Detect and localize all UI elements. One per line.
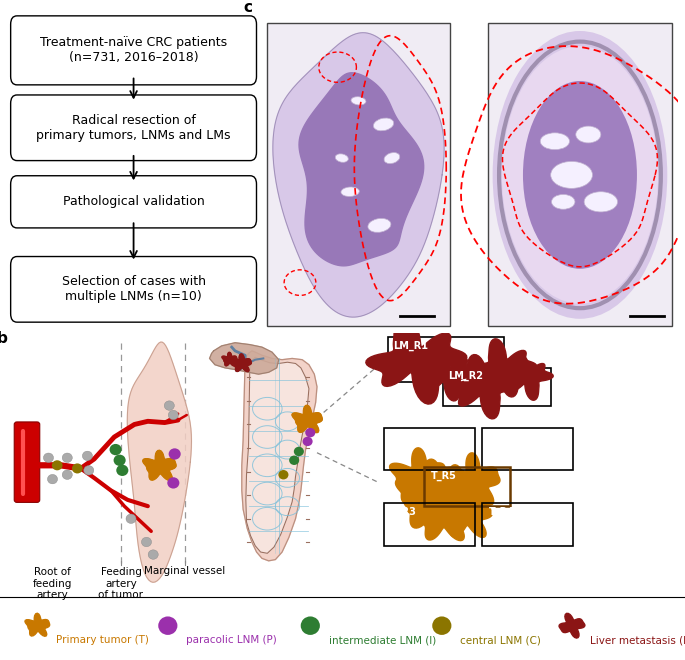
Circle shape	[432, 616, 451, 635]
Bar	[443, 368, 551, 406]
Polygon shape	[366, 315, 467, 404]
Bar	[384, 503, 475, 546]
Polygon shape	[242, 351, 317, 561]
Bar	[388, 337, 503, 382]
Polygon shape	[445, 453, 500, 505]
Circle shape	[301, 616, 320, 635]
Polygon shape	[127, 342, 192, 582]
Circle shape	[43, 453, 53, 463]
Polygon shape	[25, 613, 50, 636]
Circle shape	[169, 448, 181, 459]
Text: LM_R2: LM_R2	[449, 370, 484, 381]
Circle shape	[82, 451, 92, 461]
FancyBboxPatch shape	[11, 176, 256, 228]
Ellipse shape	[335, 154, 348, 162]
Text: c: c	[244, 0, 253, 15]
Circle shape	[62, 453, 73, 463]
Text: Liver metastasis (LM): Liver metastasis (LM)	[590, 635, 685, 645]
Text: Pathological validation: Pathological validation	[63, 195, 204, 209]
Circle shape	[303, 437, 312, 446]
Polygon shape	[447, 354, 520, 419]
Text: Radical resection of
primary tumors, LNMs and LMs: Radical resection of primary tumors, LNM…	[36, 114, 231, 142]
FancyBboxPatch shape	[14, 422, 40, 502]
Text: Selection of cases with
multiple LNMs (n=10): Selection of cases with multiple LNMs (n…	[62, 275, 206, 304]
Ellipse shape	[341, 187, 360, 197]
Polygon shape	[425, 465, 487, 524]
Circle shape	[52, 460, 62, 471]
Text: T_R2: T_R2	[489, 431, 514, 441]
Circle shape	[289, 455, 299, 465]
Text: T_R5: T_R5	[431, 471, 457, 481]
Ellipse shape	[584, 191, 618, 212]
Circle shape	[167, 477, 179, 488]
Polygon shape	[299, 73, 424, 266]
Polygon shape	[246, 357, 309, 553]
Circle shape	[164, 401, 175, 411]
Circle shape	[110, 444, 122, 455]
Text: central LNM (C): central LNM (C)	[460, 635, 541, 645]
Polygon shape	[416, 347, 477, 401]
FancyBboxPatch shape	[11, 16, 256, 85]
Ellipse shape	[576, 126, 601, 143]
Text: Treatment-naïve CRC patients
(n=731, 2016–2018): Treatment-naïve CRC patients (n=731, 201…	[40, 36, 227, 65]
Text: b: b	[0, 331, 8, 346]
Text: intermediate LNM (I): intermediate LNM (I)	[329, 635, 436, 645]
Ellipse shape	[351, 97, 366, 105]
Ellipse shape	[502, 46, 658, 304]
Text: Root of
feeding
artery: Root of feeding artery	[33, 567, 72, 601]
FancyBboxPatch shape	[11, 95, 256, 160]
Circle shape	[84, 465, 94, 475]
Polygon shape	[273, 33, 444, 317]
Text: Primary tumor (T): Primary tumor (T)	[56, 635, 149, 645]
Polygon shape	[390, 447, 448, 504]
Text: LM_R1: LM_R1	[393, 341, 428, 350]
Circle shape	[47, 475, 58, 484]
Polygon shape	[414, 486, 471, 541]
Polygon shape	[501, 354, 553, 400]
Polygon shape	[471, 339, 536, 397]
Circle shape	[278, 470, 288, 479]
Polygon shape	[222, 352, 237, 366]
Ellipse shape	[373, 118, 394, 131]
Circle shape	[148, 550, 158, 559]
Polygon shape	[402, 482, 449, 527]
Text: T_R1: T_R1	[391, 431, 416, 441]
Polygon shape	[395, 459, 469, 529]
Ellipse shape	[540, 133, 569, 150]
Ellipse shape	[384, 152, 400, 164]
Text: Marginal vessel: Marginal vessel	[144, 566, 225, 576]
Ellipse shape	[368, 218, 391, 232]
Polygon shape	[232, 354, 251, 372]
Bar	[482, 428, 573, 471]
Circle shape	[306, 428, 315, 438]
Polygon shape	[559, 613, 585, 638]
Circle shape	[294, 447, 304, 456]
Ellipse shape	[551, 162, 593, 188]
Text: Feeding
artery
of tumor: Feeding artery of tumor	[99, 567, 143, 601]
Circle shape	[169, 411, 178, 420]
Ellipse shape	[551, 195, 575, 209]
Polygon shape	[292, 405, 323, 433]
Circle shape	[126, 514, 136, 523]
FancyBboxPatch shape	[11, 257, 256, 322]
Bar	[488, 24, 672, 327]
Circle shape	[62, 470, 73, 479]
Ellipse shape	[523, 81, 637, 269]
Polygon shape	[210, 343, 279, 374]
Ellipse shape	[493, 31, 667, 319]
Circle shape	[141, 537, 151, 546]
Circle shape	[116, 465, 128, 476]
Polygon shape	[440, 487, 493, 537]
Polygon shape	[143, 450, 176, 480]
Circle shape	[114, 455, 125, 466]
Bar	[425, 467, 510, 506]
Circle shape	[72, 463, 83, 473]
Circle shape	[158, 616, 177, 635]
Bar	[384, 428, 475, 471]
Bar	[482, 503, 573, 546]
Text: paracolic LNM (P): paracolic LNM (P)	[186, 635, 277, 645]
Text: T_R4: T_R4	[489, 506, 514, 517]
Text: T_R3: T_R3	[391, 506, 416, 517]
Bar	[266, 24, 451, 327]
